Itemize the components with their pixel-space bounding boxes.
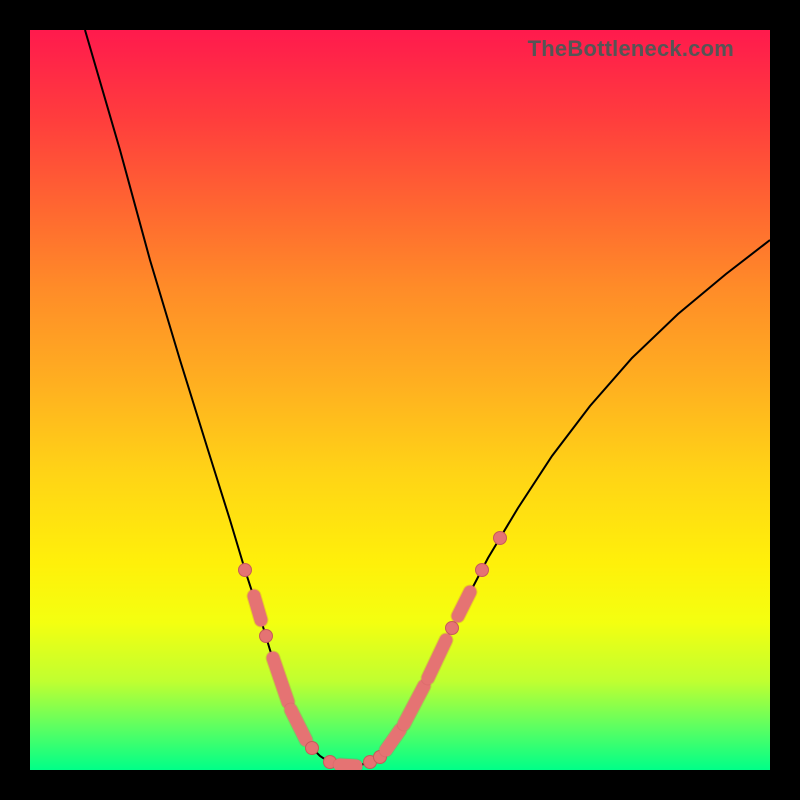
marker-capsule [291, 710, 306, 740]
marker-dot [446, 622, 459, 635]
marker-capsule [273, 658, 288, 702]
marker-dot [239, 564, 252, 577]
marker-dot [494, 532, 507, 545]
marker-capsule [404, 686, 424, 724]
curve-layer [30, 30, 770, 770]
chart-container: TheBottleneck.com [0, 0, 800, 800]
potential-curve [85, 30, 770, 766]
marker-layer [239, 532, 507, 769]
marker-capsule [254, 596, 261, 620]
marker-capsule [386, 730, 400, 750]
marker-dot [476, 564, 489, 577]
marker-capsule [340, 765, 356, 766]
plot-area: TheBottleneck.com [30, 30, 770, 770]
marker-dot [306, 742, 319, 755]
marker-dot [260, 630, 273, 643]
marker-capsule [428, 640, 446, 678]
marker-capsule [458, 592, 470, 616]
